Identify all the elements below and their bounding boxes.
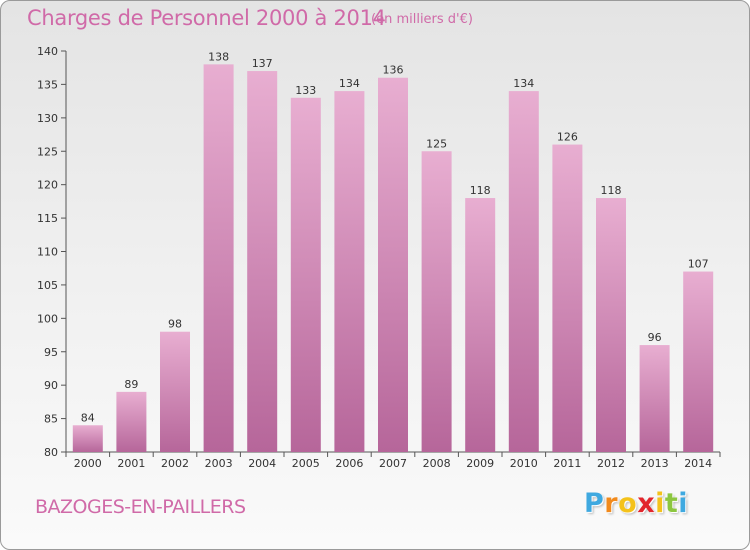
x-tick-label: 2014 [684,457,712,470]
y-tick-label: 135 [37,78,58,91]
logo-letter: i [678,488,689,519]
x-tick-label: 2004 [248,457,276,470]
bar [72,425,103,452]
y-tick-label: 110 [37,246,58,259]
bar-value-label: 98 [168,318,182,331]
y-tick-label: 130 [37,112,58,125]
y-tick-label: 105 [37,279,58,292]
logo-letter: r [604,488,619,519]
logo-letter: o [618,488,638,519]
bar-value-label: 133 [295,84,316,97]
proxiti-logo[interactable]: Proxiti [584,488,688,519]
x-axis: 2000 2001 2002 2003 2004 2005 2006 2007 2008 2009… [65,451,721,470]
y-tick-label: 80 [44,446,58,459]
bar [203,64,234,452]
x-tick-label: 2002 [161,457,189,470]
bar [508,91,539,452]
bars: 84 89 98 138 137 133 134 136 125 118 134 126 118 96 10… [72,50,714,453]
bar-value-label: 89 [124,378,138,391]
bar-value-label: 134 [339,77,360,90]
x-tick-label: 2012 [597,457,625,470]
bar-value-label: 96 [648,331,662,344]
x-tick-label: 2003 [205,457,233,470]
bar [421,151,452,452]
bar [247,71,278,453]
y-tick-label: 95 [44,346,58,359]
bar-value-label: 137 [252,57,273,70]
bar-value-label: 118 [601,184,622,197]
x-tick-label: 2001 [117,457,145,470]
x-tick-label: 2005 [292,457,320,470]
bar-value-label: 134 [513,77,534,90]
x-tick-label: 2000 [74,457,102,470]
x-tick-label: 2009 [466,457,494,470]
y-tick-label: 120 [37,179,58,192]
bar-value-label: 126 [557,131,578,144]
bar [116,391,147,452]
chart-title: Charges de Personnel 2000 à 2014 [27,6,386,30]
y-tick-label: 115 [37,212,58,225]
bar [639,345,670,452]
bar [465,198,496,452]
bar [683,271,714,452]
bar [552,144,583,453]
bar-value-label: 136 [383,64,404,77]
x-tick-label: 2010 [510,457,538,470]
bar [290,97,321,453]
logo-letter: i [655,488,665,519]
bar-value-label: 118 [470,184,491,197]
logo-letter: x [637,488,656,519]
bar-value-label: 84 [81,411,95,424]
bar-value-label: 125 [426,137,447,150]
y-axis: 80 85 90 95 100 105 110 115 120 125 130 135 140 [37,45,67,459]
bar-value-label: 138 [208,50,229,63]
y-tick-label: 85 [44,413,58,426]
logo-letter: t [664,488,679,519]
bar-value-label: 107 [688,258,709,271]
x-tick-label: 2013 [641,457,669,470]
bar [160,331,190,452]
x-tick-label: 2007 [379,457,407,470]
x-tick-label: 2008 [423,457,451,470]
y-tick-label: 100 [37,312,58,325]
chart-subtitle: (en milliers d'€) [371,12,473,27]
x-tick-label: 2006 [335,457,363,470]
commune-name: BAZOGES-EN-PAILLERS [35,496,246,518]
y-tick-label: 125 [37,145,58,158]
y-tick-label: 90 [44,379,58,392]
x-tick-label: 2011 [553,457,581,470]
bar [378,77,408,452]
bar [596,198,626,452]
y-tick-label: 140 [37,45,58,58]
logo-letter: P [584,488,605,519]
bar [334,91,365,452]
